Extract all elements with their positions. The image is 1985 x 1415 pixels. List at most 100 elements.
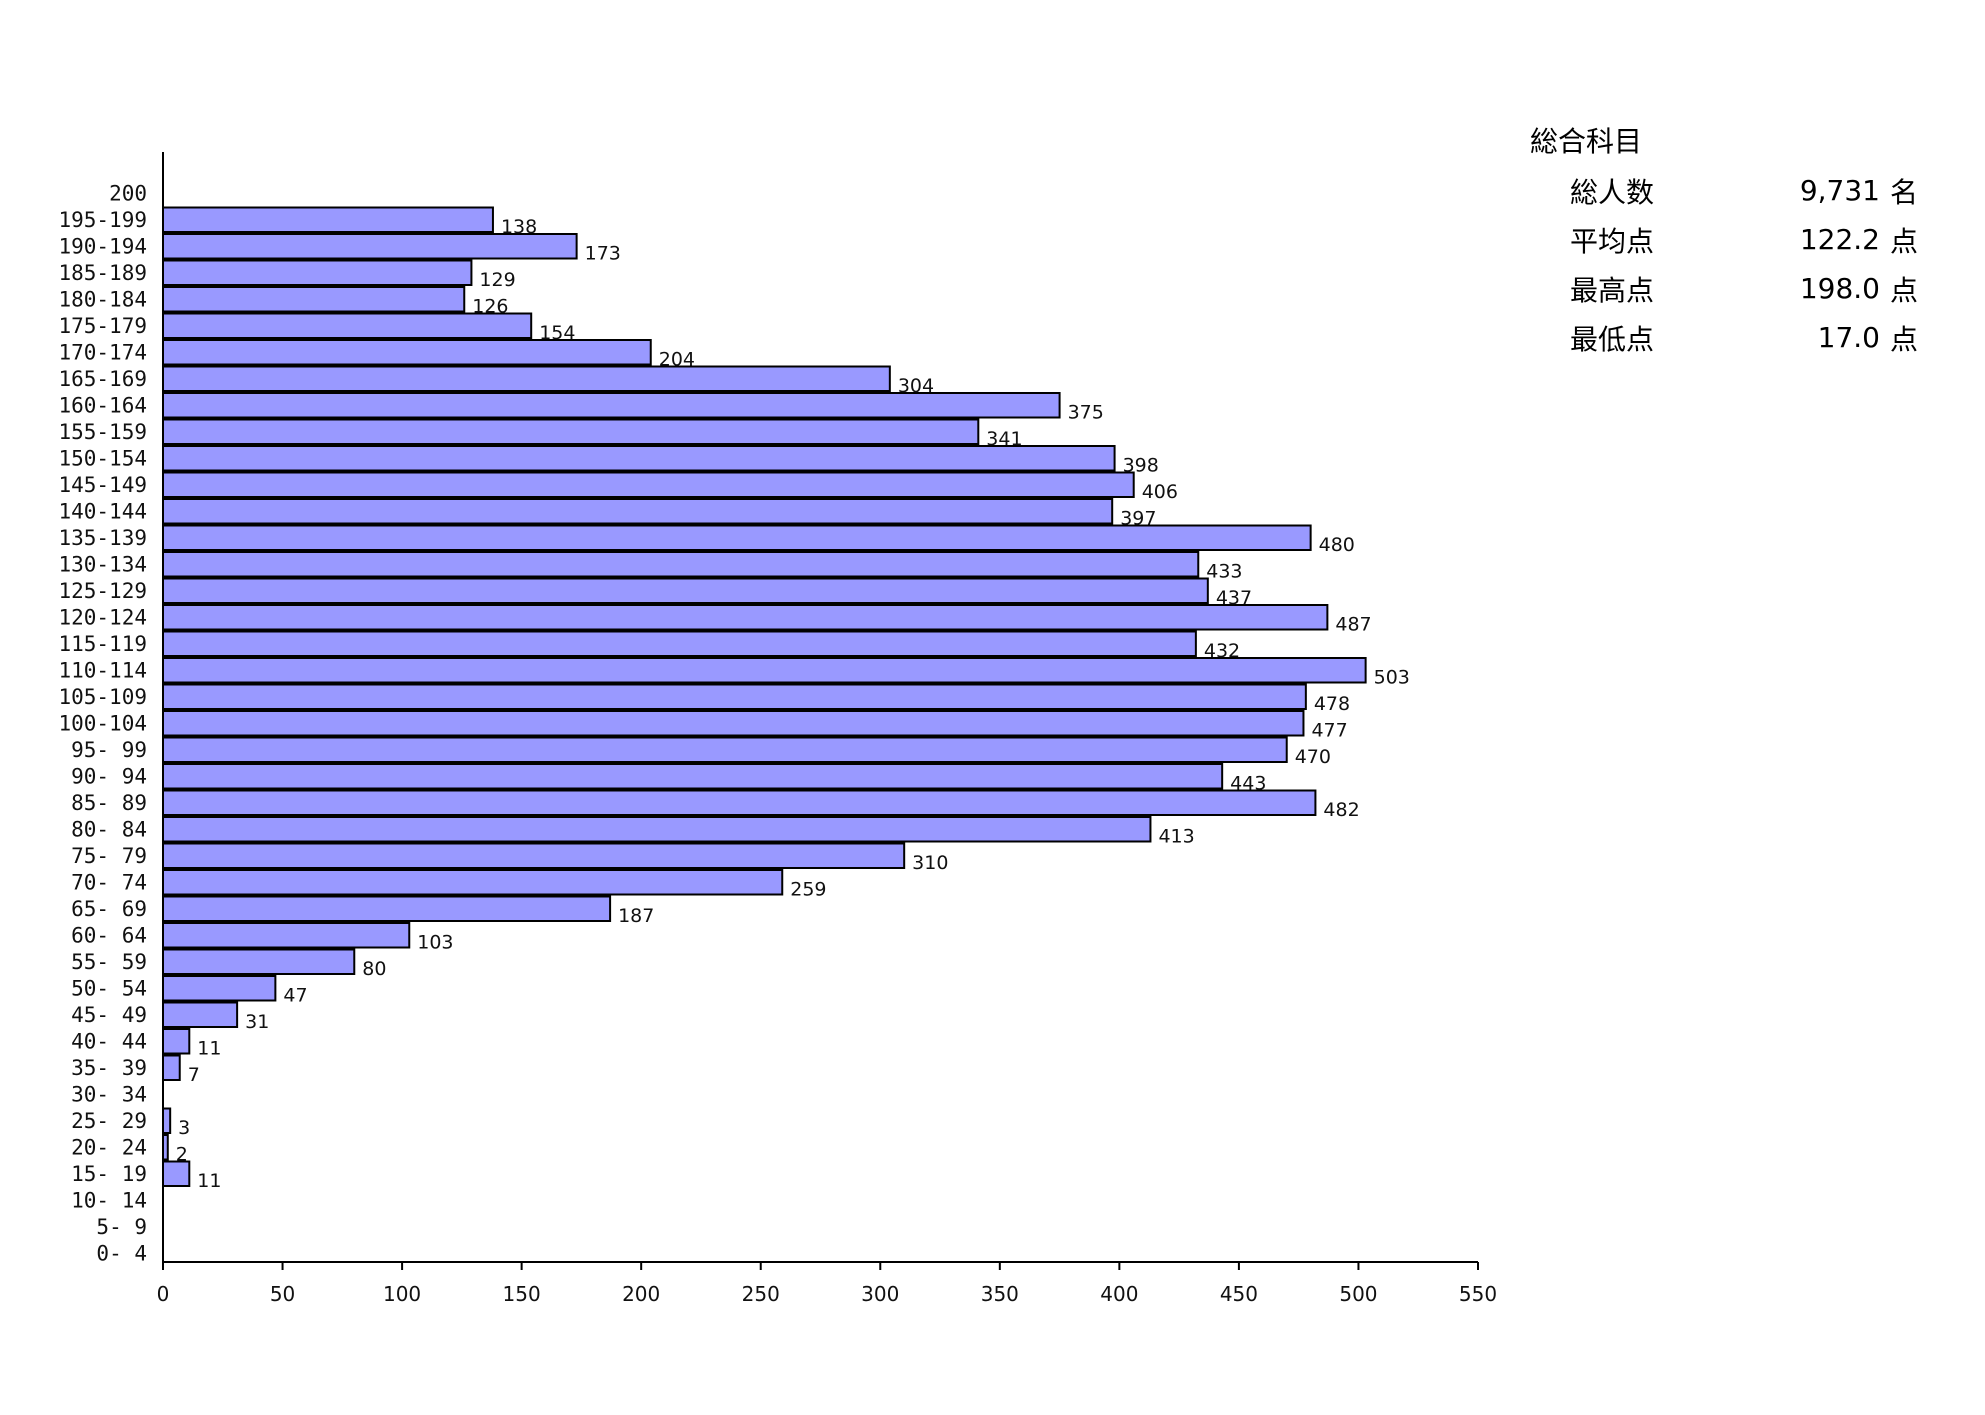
bars-layer [162,206,1367,1187]
value-label: 7 [188,1064,200,1086]
summary-row-min: 最低点 17.0 点 [1570,313,1930,362]
x-tick-label: 450 [1220,1282,1258,1306]
x-tick-label: 0 [157,1282,170,1306]
category-label: 90- 94 [71,764,147,788]
x-tick-label: 100 [383,1282,421,1306]
value-label: 397 [1120,507,1156,529]
category-label: 160-164 [58,393,147,417]
bar [162,975,277,1002]
category-label: 140-144 [58,499,147,523]
value-label: 478 [1314,693,1350,715]
bar [162,1054,181,1081]
category-label: 185-189 [58,261,147,285]
category-label: 170-174 [58,340,147,364]
bar [162,1107,172,1134]
bar [162,1028,191,1055]
category-label: 70- 74 [71,870,147,894]
value-label: 47 [283,984,307,1006]
x-tick-label: 500 [1339,1282,1377,1306]
summary-value: 9,731 [1799,174,1880,207]
x-tick-label: 150 [503,1282,541,1306]
summary-row-average: 平均点 122.2 点 [1570,215,1930,264]
bar [162,922,411,949]
value-label: 443 [1230,772,1266,794]
category-label: 150-154 [58,446,147,470]
x-tick-label: 200 [622,1282,660,1306]
value-label: 432 [1204,640,1240,662]
value-label: 173 [585,242,621,264]
value-label: 398 [1123,454,1159,476]
summary-label: 総人数 [1570,175,1655,209]
bar [162,577,1209,604]
bar [162,657,1367,684]
summary-value: 122.2 [1799,223,1880,256]
x-tick-label: 550 [1459,1282,1497,1306]
category-label: 40- 44 [71,1029,147,1053]
bar [162,1001,239,1028]
category-label: 95- 99 [71,738,147,762]
bar [162,471,1135,498]
category-label: 25- 29 [71,1109,147,1133]
summary-value: 17.0 [1817,321,1880,354]
category-label: 20- 24 [71,1135,147,1159]
bar [162,895,612,922]
bar [162,551,1200,578]
category-label: 65- 69 [71,897,147,921]
value-label: 11 [197,1037,221,1059]
summary-title: 総合科目 [1530,125,1643,158]
category-label: 5- 9 [96,1215,147,1239]
bar [162,789,1317,816]
value-label: 477 [1311,719,1347,741]
value-label: 11 [197,1170,221,1192]
bar [162,233,578,260]
value-label: 406 [1142,481,1178,503]
value-label: 413 [1158,825,1194,847]
category-label: 125-129 [58,579,147,603]
bar [162,816,1152,843]
x-tick-label: 400 [1100,1282,1138,1306]
value-labels-layer: 138 173 129 126 154 204 304 375 341 398 406 397 480 4… [176,216,1410,1192]
summary-label: 最高点 [1570,273,1655,307]
summary-unit: 点 [1890,322,1919,356]
value-label: 341 [986,428,1022,450]
value-label: 129 [479,269,515,291]
summary-panel: 総合科目 総人数 9,731 名 平均点 122.2 点 最高点 198.0 点… [1530,118,1930,362]
bar [162,683,1307,710]
category-label: 200 [109,181,147,205]
category-label: 100-104 [58,711,147,735]
value-label: 437 [1216,587,1252,609]
bar [162,445,1116,472]
value-label: 375 [1068,401,1104,423]
category-label: 190-194 [58,234,147,258]
category-label: 30- 34 [71,1082,147,1106]
value-label: 3 [178,1117,190,1139]
category-label: 35- 39 [71,1056,147,1080]
value-label: 31 [245,1011,269,1033]
value-label: 80 [362,958,386,980]
category-label: 75- 79 [71,844,147,868]
bar [162,524,1312,551]
category-label: 115-119 [58,632,147,656]
x-tick-label: 300 [861,1282,899,1306]
value-label: 154 [539,322,575,344]
summary-unit: 点 [1890,224,1919,258]
value-label: 503 [1374,666,1410,688]
bar [162,869,784,896]
value-label: 310 [912,852,948,874]
bar [162,418,980,445]
category-label: 10- 14 [71,1188,147,1212]
bar [162,736,1288,763]
category-label: 180-184 [58,287,147,311]
category-label: 60- 64 [71,923,147,947]
value-label: 138 [501,216,537,238]
category-label: 85- 89 [71,791,147,815]
category-label: 55- 59 [71,950,147,974]
value-label: 482 [1323,799,1359,821]
bar [162,630,1197,657]
category-label: 135-139 [58,526,147,550]
bar [162,312,533,339]
category-label: 80- 84 [71,817,147,841]
value-label: 187 [618,905,654,927]
